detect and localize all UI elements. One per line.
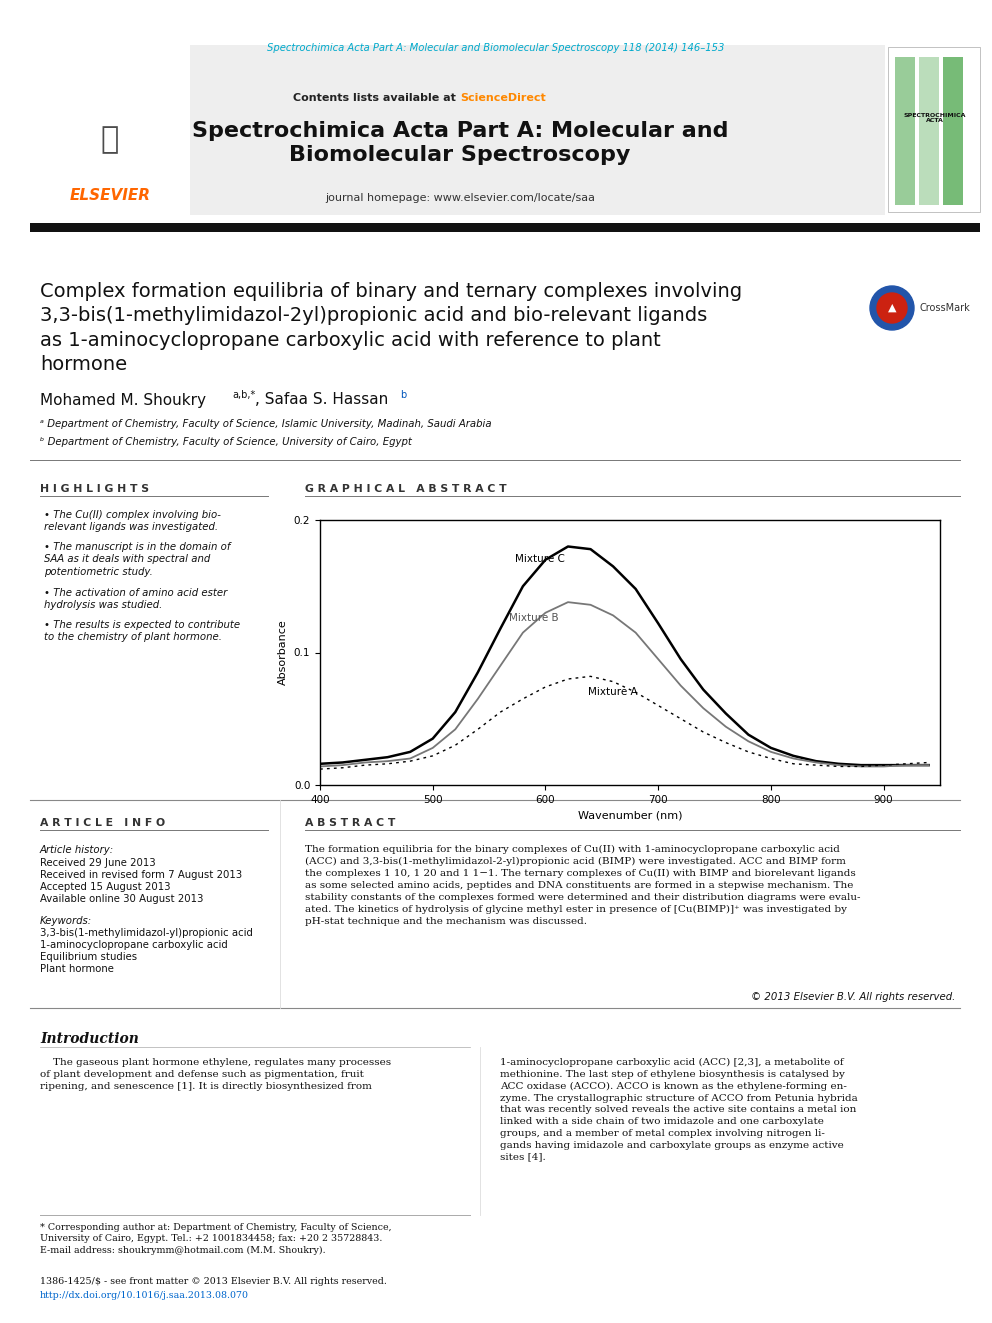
Text: Complex formation equilibria of binary and ternary complexes involving
3,3-bis(1: Complex formation equilibria of binary a… xyxy=(40,282,742,374)
Text: • The activation of amino acid ester
hydrolysis was studied.: • The activation of amino acid ester hyd… xyxy=(44,587,227,610)
Text: G R A P H I C A L   A B S T R A C T: G R A P H I C A L A B S T R A C T xyxy=(305,484,507,493)
Text: Keywords:: Keywords: xyxy=(40,916,92,926)
Text: The formation equilibria for the binary complexes of Cu(II) with 1-aminocyclopro: The formation equilibria for the binary … xyxy=(305,845,860,926)
Text: ᵃ Department of Chemistry, Faculty of Science, Islamic University, Madinah, Saud: ᵃ Department of Chemistry, Faculty of Sc… xyxy=(40,419,492,429)
Text: 1-aminocyclopropane carboxylic acid (ACC) [2,3], a metabolite of
methionine. The: 1-aminocyclopropane carboxylic acid (ACC… xyxy=(500,1058,858,1162)
Bar xyxy=(919,57,939,205)
Bar xyxy=(943,57,963,205)
Text: 1-aminocyclopropane carboxylic acid: 1-aminocyclopropane carboxylic acid xyxy=(40,941,228,950)
Text: The gaseous plant hormone ethylene, regulates many processes
of plant developmen: The gaseous plant hormone ethylene, regu… xyxy=(40,1058,391,1090)
Text: 3,3-bis(1-methylimidazol-yl)propionic acid: 3,3-bis(1-methylimidazol-yl)propionic ac… xyxy=(40,927,253,938)
X-axis label: Wavenumber (nm): Wavenumber (nm) xyxy=(577,810,682,820)
Text: • The Cu(II) complex involving bio-
relevant ligands was investigated.: • The Cu(II) complex involving bio- rele… xyxy=(44,509,221,532)
Text: © 2013 Elsevier B.V. All rights reserved.: © 2013 Elsevier B.V. All rights reserved… xyxy=(751,992,955,1002)
Text: , Safaa S. Hassan: , Safaa S. Hassan xyxy=(255,393,388,407)
Text: Received in revised form 7 August 2013: Received in revised form 7 August 2013 xyxy=(40,871,242,880)
Text: http://dx.doi.org/10.1016/j.saa.2013.08.070: http://dx.doi.org/10.1016/j.saa.2013.08.… xyxy=(40,1291,249,1301)
Text: • The results is expected to contribute
to the chemistry of plant hormone.: • The results is expected to contribute … xyxy=(44,620,240,643)
Text: SPECTROCHIMICA
ACTA: SPECTROCHIMICA ACTA xyxy=(904,112,966,123)
Text: a,b,*: a,b,* xyxy=(232,390,255,400)
Text: ᵇ Department of Chemistry, Faculty of Science, University of Cairo, Egypt: ᵇ Department of Chemistry, Faculty of Sc… xyxy=(40,437,412,447)
Bar xyxy=(30,224,980,232)
Text: Available online 30 August 2013: Available online 30 August 2013 xyxy=(40,894,203,904)
Bar xyxy=(895,57,915,205)
Text: ▲: ▲ xyxy=(888,303,896,314)
Text: * Corresponding author at: Department of Chemistry, Faculty of Science,
Universi: * Corresponding author at: Department of… xyxy=(40,1222,392,1254)
Text: b: b xyxy=(400,390,407,400)
Text: H I G H L I G H T S: H I G H L I G H T S xyxy=(40,484,149,493)
Text: CrossMark: CrossMark xyxy=(920,303,971,314)
Bar xyxy=(30,45,885,216)
Text: 🌳: 🌳 xyxy=(101,126,119,155)
Text: • The manuscript is in the domain of
SAA as it deals with spectral and
potentiom: • The manuscript is in the domain of SAA… xyxy=(44,542,230,577)
Text: Plant hormone: Plant hormone xyxy=(40,964,114,974)
Text: ELSEVIER: ELSEVIER xyxy=(69,188,151,202)
Bar xyxy=(30,45,190,216)
Text: Equilibrium studies: Equilibrium studies xyxy=(40,953,137,962)
Text: A R T I C L E   I N F O: A R T I C L E I N F O xyxy=(40,818,165,828)
Text: Received 29 June 2013: Received 29 June 2013 xyxy=(40,859,156,868)
Text: Accepted 15 August 2013: Accepted 15 August 2013 xyxy=(40,882,171,892)
Text: Introduction: Introduction xyxy=(40,1032,139,1046)
Text: Spectrochimica Acta Part A: Molecular and
Biomolecular Spectroscopy: Spectrochimica Acta Part A: Molecular an… xyxy=(191,120,728,165)
Text: Mohamed M. Shoukry: Mohamed M. Shoukry xyxy=(40,393,206,407)
Text: journal homepage: www.elsevier.com/locate/saa: journal homepage: www.elsevier.com/locat… xyxy=(325,193,595,202)
Y-axis label: Absorbance: Absorbance xyxy=(278,619,289,685)
Bar xyxy=(888,48,980,212)
Text: Spectrochimica Acta Part A: Molecular and Biomolecular Spectroscopy 118 (2014) 1: Spectrochimica Acta Part A: Molecular an… xyxy=(267,44,725,53)
Text: A B S T R A C T: A B S T R A C T xyxy=(305,818,396,828)
Circle shape xyxy=(870,286,914,329)
Circle shape xyxy=(877,292,907,323)
Text: Article history:: Article history: xyxy=(40,845,114,855)
Text: Mixture C: Mixture C xyxy=(515,554,564,565)
Text: Mixture B: Mixture B xyxy=(509,613,559,623)
Text: Mixture A: Mixture A xyxy=(588,687,638,697)
Text: ScienceDirect: ScienceDirect xyxy=(460,93,546,103)
Text: 1386-1425/$ - see front matter © 2013 Elsevier B.V. All rights reserved.: 1386-1425/$ - see front matter © 2013 El… xyxy=(40,1277,387,1286)
Text: Contents lists available at: Contents lists available at xyxy=(294,93,460,103)
